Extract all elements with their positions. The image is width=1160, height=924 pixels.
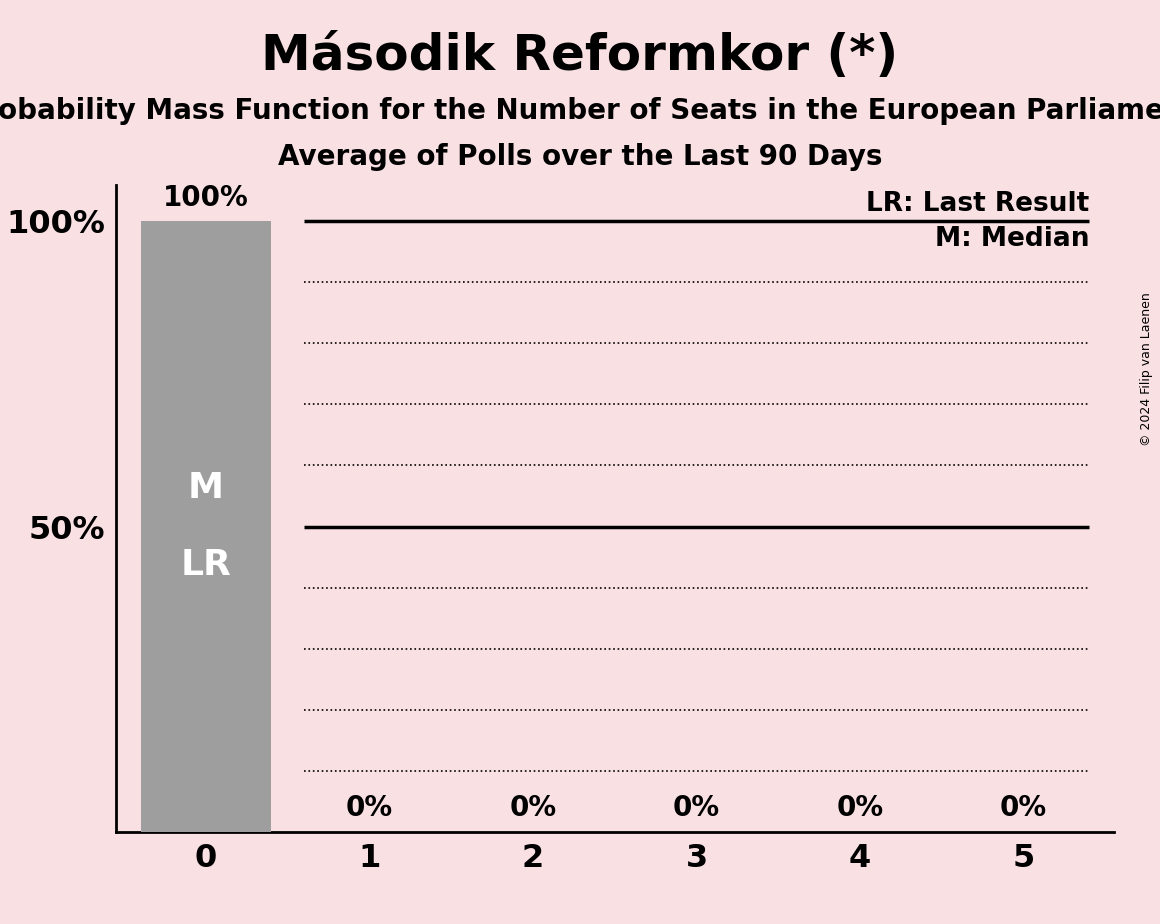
Text: LR: Last Result: LR: Last Result — [865, 190, 1089, 216]
Text: 0%: 0% — [1000, 795, 1047, 822]
Text: 0%: 0% — [836, 795, 884, 822]
Bar — [140, 222, 271, 832]
Text: Average of Polls over the Last 90 Days: Average of Polls over the Last 90 Days — [277, 143, 883, 171]
Text: Második Reformkor (*): Második Reformkor (*) — [261, 32, 899, 80]
Text: M: Median: M: Median — [935, 226, 1089, 252]
Text: 100%: 100% — [164, 184, 249, 213]
Text: M: M — [188, 471, 224, 505]
Text: © 2024 Filip van Laenen: © 2024 Filip van Laenen — [1139, 293, 1153, 446]
Text: 0%: 0% — [509, 795, 557, 822]
Text: Probability Mass Function for the Number of Seats in the European Parliament: Probability Mass Function for the Number… — [0, 97, 1160, 125]
Text: LR: LR — [181, 548, 231, 582]
Text: 0%: 0% — [346, 795, 393, 822]
Text: 0%: 0% — [673, 795, 720, 822]
